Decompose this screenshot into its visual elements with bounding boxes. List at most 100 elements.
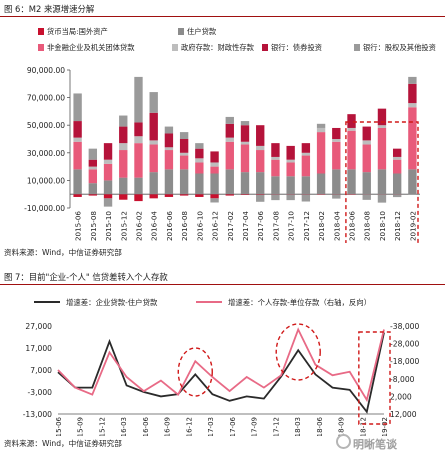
bar-segment: [362, 126, 371, 141]
x-tick-label: 2016-10: [195, 211, 204, 241]
y-left-tick-label: 27,000: [25, 322, 52, 331]
x-tick-label: 2015-09: [77, 417, 85, 436]
figure1-source: 资料来源：Wind，中信证券研究部: [4, 248, 122, 257]
legend-label: 住户贷款: [187, 27, 217, 36]
x-tick-label: 2018-09: [338, 417, 346, 436]
bar-segment: [134, 177, 143, 195]
bar-segment: [103, 198, 113, 207]
bar-segment: [119, 150, 128, 178]
annotation-ellipse: [275, 323, 321, 381]
bar-segment: [210, 166, 219, 174]
bar-segment: [240, 194, 250, 195]
bar-segment: [134, 76, 143, 123]
bar-segment: [408, 107, 417, 170]
bar-segment: [392, 148, 402, 157]
bar-segment: [119, 126, 128, 144]
bar-segment: [332, 127, 341, 139]
x-tick-label: 2015-06: [55, 416, 63, 436]
legend-swatch: [38, 44, 44, 51]
bar-segment: [301, 176, 311, 195]
y-tick-label: 30,000.00: [27, 149, 65, 158]
watermark: 明晰笔谈: [353, 438, 397, 451]
bar-segment: [240, 141, 250, 145]
bar-segment: [164, 133, 174, 148]
x-tick-label: 2018-06: [348, 211, 357, 241]
y-right-tick-label: -38,000: [390, 322, 419, 331]
bar-segment: [332, 194, 341, 195]
legend-swatch: [38, 28, 44, 35]
legend-item: 银行：股权及其他投资: [354, 43, 436, 52]
bar-segment: [149, 112, 158, 141]
legend-label: 增速差：个人存款-单位存款（右轴，反向）: [228, 298, 371, 307]
bar-segment: [301, 155, 311, 177]
y-right-tick-label: 12,000: [390, 410, 417, 419]
bar-segment: [286, 145, 295, 160]
bar-segment: [179, 194, 189, 196]
annotation-ellipse: [177, 347, 213, 397]
figure1-title: 图 6：M2 来源增速分解: [0, 2, 445, 17]
x-tick-label: 2016-03: [120, 417, 128, 436]
x-tick-label: 2015-12: [119, 211, 128, 241]
bar-segment: [88, 166, 98, 170]
bar-segment: [392, 156, 402, 160]
x-tick-label: 2015-12: [98, 417, 106, 436]
legend-swatch: [354, 44, 360, 51]
legend-item: 增速差：企业贷款-住户贷款: [34, 298, 158, 307]
bar-segment: [103, 143, 113, 160]
x-tick-label: 2017-09: [251, 417, 259, 436]
bar-segment: [408, 83, 417, 104]
bar-segment: [134, 194, 143, 202]
legend-label: 增速差：企业贷款-住户贷款: [66, 298, 158, 307]
bar-segment: [103, 180, 113, 195]
bar-segment: [195, 173, 204, 195]
bar-segment: [88, 169, 98, 184]
bar-segment: [301, 194, 311, 195]
bar-segment: [347, 127, 356, 131]
legend-label: 银行：债券投资: [271, 43, 322, 52]
bar-segment: [225, 123, 234, 138]
x-tick-label: 2017-10: [287, 211, 296, 241]
bar-segment: [316, 132, 326, 174]
x-tick-label: 2017-02: [226, 211, 235, 241]
y-left-tick-label: 7,000: [30, 366, 52, 375]
bar-segment: [408, 76, 417, 84]
x-tick-label: 2019-02: [408, 211, 417, 241]
bar-segment: [179, 132, 189, 139]
series-line: [57, 332, 385, 414]
annotation-box: [358, 331, 391, 425]
bar-segment: [256, 194, 265, 202]
bar-segment: [210, 173, 219, 195]
legend-swatch: [178, 28, 184, 35]
x-tick-label: 2017-03: [207, 417, 215, 436]
bar-segment: [88, 159, 98, 167]
bar-segment: [164, 126, 174, 134]
bar-segment: [73, 169, 82, 195]
x-tick-label: 2018-12: [393, 211, 402, 241]
watermark-icon: [336, 434, 351, 449]
bar-segment: [210, 162, 219, 167]
bar-segment: [301, 152, 311, 156]
x-tick-label: 2017-06: [256, 211, 265, 241]
x-tick-label: 2016-06: [165, 211, 174, 241]
bar-segment: [179, 139, 189, 153]
bar-segment: [225, 116, 234, 124]
bar-segment: [195, 162, 204, 174]
chart2: 增速差：企业贷款-住户贷款 增速差：个人存款-单位存款（右轴，反向） -13,000…: [23, 298, 420, 436]
bar-segment: [377, 169, 387, 195]
x-tick-label: 2018-06: [316, 416, 324, 436]
bar-segment: [149, 194, 158, 199]
bar-segment: [377, 125, 387, 128]
x-tick-label: 2017-12: [272, 417, 280, 436]
bar-segment: [377, 194, 387, 203]
bar-segment: [362, 144, 371, 173]
bar-segment: [88, 148, 98, 160]
x-tick-label: 2017-08: [271, 211, 280, 241]
bar-segment: [134, 143, 143, 178]
bar-segment: [240, 144, 250, 173]
legend-swatch: [172, 44, 178, 51]
legend-label: 非金融企业及机关团体贷款: [47, 43, 135, 52]
bar-segment: [316, 127, 326, 133]
bar-segment: [362, 172, 371, 195]
x-tick-label: 2016-12: [185, 417, 193, 436]
